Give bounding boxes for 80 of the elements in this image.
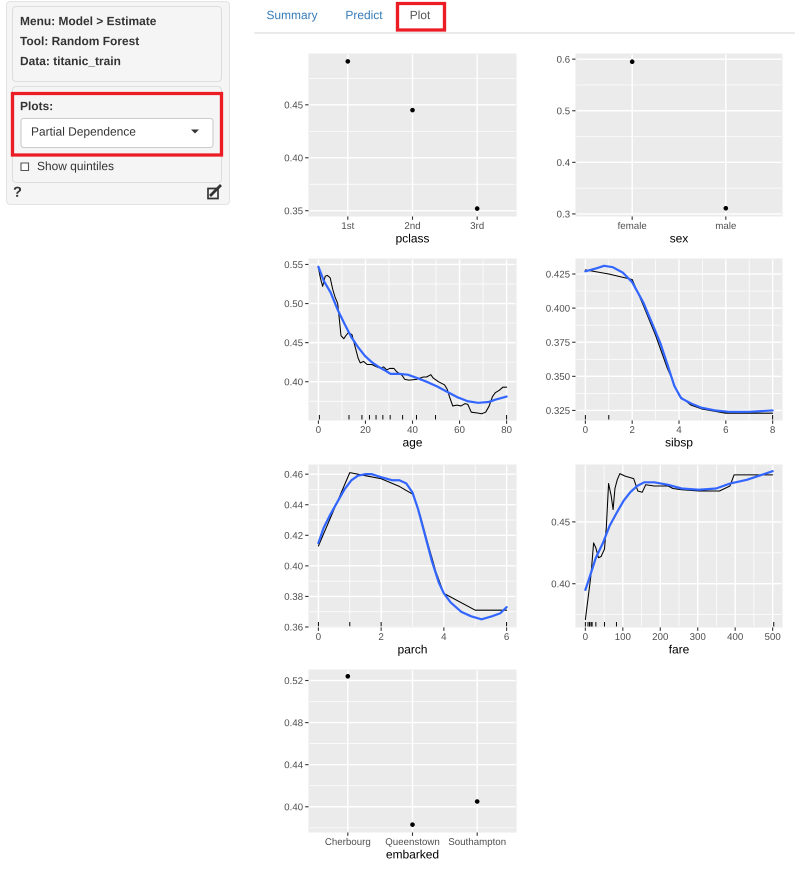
y-tick-label: 0.375 [546,338,570,346]
x-tick-label: female [618,222,646,230]
x-tick-label: 40 [407,426,418,434]
y-tick-label: 0.36 [284,624,303,631]
y-tick-label: 0.400 [546,304,570,312]
x-tick-label: 2nd [404,222,420,230]
y-tick-label: 0.50 [284,300,303,308]
x-tick-label: 0 [316,633,321,640]
y-tick-label: 0.4 [556,159,570,166]
text: Tool: Random Forest [20,36,140,46]
text: ? [14,186,22,197]
text: Plot [410,10,430,20]
x-tick-label: Southampton [448,838,506,847]
x-tick-label: 80 [502,426,512,434]
x-tick-label: Queenstown [386,838,440,847]
y-tick-label: 0.35 [284,207,303,214]
text: Menu: Model > Estimate [20,16,156,26]
x-tick-label: 6 [504,633,509,640]
y-tick-label: 0.45 [284,102,303,108]
y-tick-label: 0.44 [284,761,303,768]
x-tick-label: 60 [454,426,465,434]
text: Predict [346,10,382,20]
point [346,674,350,679]
x-tick-label: 4 [441,633,446,640]
y-tick-label: 0.42 [284,532,303,539]
x-tick-label: 0 [583,633,588,640]
x-tick-label: 400 [727,633,743,640]
y-tick-label: 0.40 [284,562,303,570]
point [346,59,350,64]
x-tick-label: 2 [378,633,384,640]
x-axis-title: pclass [396,234,429,245]
point [410,822,415,827]
y-tick-label: 0.45 [284,339,303,346]
y-tick-label: 0.425 [546,270,570,278]
x-tick-label: 0 [583,426,588,434]
x-tick-label: 200 [652,633,668,640]
x-tick-label: 300 [690,633,706,640]
x-tick-label: 4 [676,426,682,433]
y-tick-label: 0.40 [284,378,303,386]
x-tick-label: 3rd [470,222,484,230]
x-axis-title: embarked [386,850,438,859]
x-tick-label: male [716,222,736,230]
y-tick-label: 0.3 [556,210,570,218]
x-tick-label: 8 [770,426,775,434]
text: Data: titanic_train [20,56,120,67]
y-tick-label: 0.350 [546,373,570,380]
text: Show quintiles [38,161,114,173]
text: Summary [266,10,318,22]
x-axis-title: fare [668,644,689,654]
y-tick-label: 0.52 [284,677,303,684]
x-tick-label: Cherbourg [325,838,370,847]
y-tick-label: 0.5 [556,107,570,114]
x-tick-label: 100 [615,633,631,640]
y-tick-label: 0.38 [284,593,303,600]
y-tick-label: 0.55 [284,261,303,268]
y-tick-label: 0.45 [552,518,570,526]
y-tick-label: 0.325 [546,407,570,414]
x-tick-label: 1st [342,222,354,230]
y-tick-label: 0.40 [552,580,570,588]
x-axis-title: age [403,440,422,449]
x-axis-title: parch [398,644,427,656]
y-tick-label: 0.48 [284,719,303,726]
y-tick-label: 0.44 [284,501,303,508]
x-axis-title: sex [670,236,688,243]
point [474,799,480,804]
x-tick-label: 2 [630,426,634,433]
point [474,206,480,211]
text: Partial Dependence [32,126,136,138]
y-tick-label: 0.46 [284,470,303,478]
x-tick-label: 20 [360,426,370,434]
x-tick-label: 0 [316,426,321,434]
y-tick-label: 0.40 [284,154,303,162]
text: Plots: [20,101,52,110]
x-tick-label: 500 [764,633,780,640]
point [410,108,415,112]
y-tick-label: 0.40 [284,803,303,810]
x-tick-label: 6 [724,426,728,434]
line-series [584,470,774,592]
x-axis-title: sibsp [665,438,692,449]
y-tick-label: 0.6 [556,56,570,63]
